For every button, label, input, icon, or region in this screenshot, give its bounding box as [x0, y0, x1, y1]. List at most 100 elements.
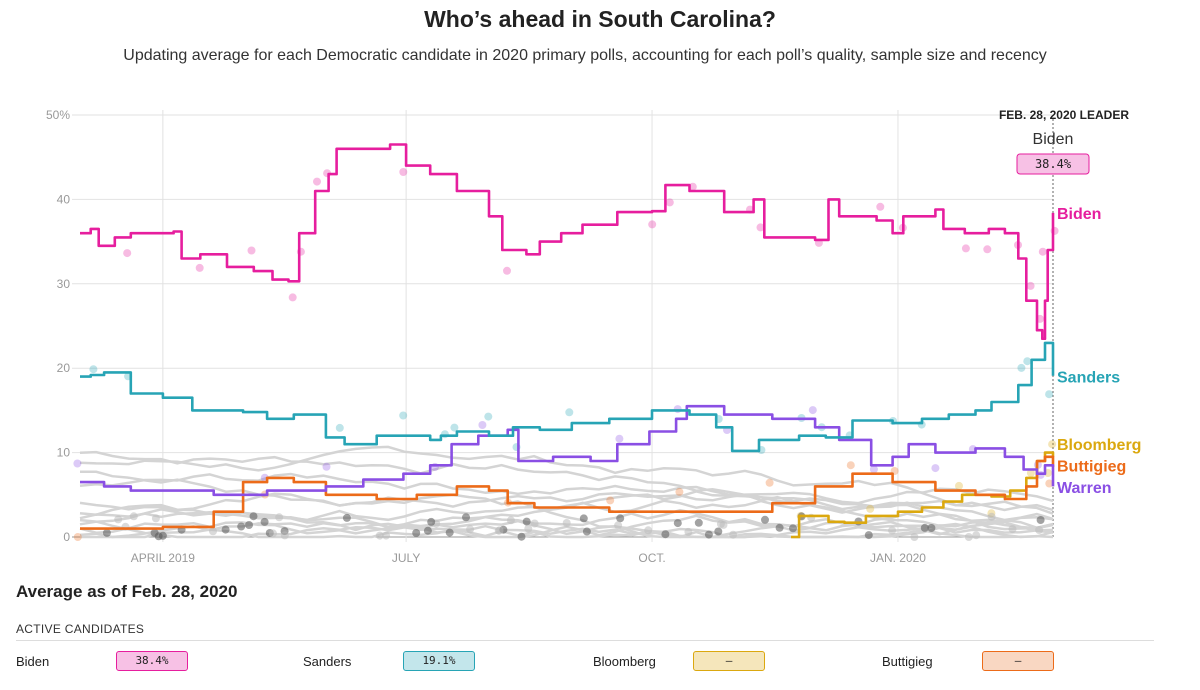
poll-dot — [495, 526, 504, 535]
poll-dot — [869, 465, 878, 474]
poll-dot — [1045, 479, 1054, 488]
poll-dot — [704, 530, 713, 539]
x-tick-label: OCT. — [638, 551, 665, 565]
y-tick-label: 40 — [57, 192, 71, 206]
series-line-warren — [80, 404, 1055, 497]
poll-dot — [423, 526, 432, 535]
poll-dot — [648, 220, 657, 229]
poll-dot — [684, 527, 693, 536]
poll-dot — [1045, 390, 1054, 399]
poll-dot — [1023, 357, 1032, 366]
poll-dot — [129, 512, 138, 521]
other-candidate-line — [79, 472, 1054, 522]
candidate-value: 38.4% — [116, 651, 188, 671]
poll-dot — [275, 513, 284, 522]
poll-dot — [517, 532, 526, 541]
series-line-sanders — [80, 341, 1055, 453]
average-title: Average as of Feb. 28, 2020 — [16, 582, 238, 601]
poll-dot — [89, 365, 98, 374]
poll-dot — [729, 530, 738, 539]
y-tick-label: 50% — [46, 108, 70, 122]
candidate-value: 19.1% — [403, 651, 475, 671]
poll-dot — [1048, 440, 1057, 449]
leader-value-box — [1016, 153, 1090, 175]
leader-box: FEB. 28, 2020 LEADER Biden 38.4% — [999, 108, 1129, 175]
poll-dot — [73, 533, 82, 541]
poll-dot — [694, 518, 703, 527]
poll-dot — [237, 522, 246, 531]
poll-dot — [582, 527, 591, 536]
poll-dot — [614, 521, 623, 530]
candidate-value: – — [982, 651, 1054, 671]
poll-dot — [249, 512, 258, 521]
x-tick-label: JAN. 2020 — [870, 551, 926, 565]
poll-dot — [673, 519, 682, 528]
active-candidates-heading: ACTIVE CANDIDATES — [16, 622, 145, 636]
other-candidate-line — [79, 512, 1054, 539]
x-tick-label: APRIL 2019 — [131, 551, 196, 565]
series-lines — [80, 143, 1055, 539]
poll-dot — [983, 245, 992, 254]
poll-dot — [247, 246, 256, 255]
poll-dot — [1026, 469, 1035, 477]
poll-dot — [888, 526, 897, 535]
poll-dot — [927, 524, 936, 532]
poll-dot — [399, 168, 408, 176]
poll-dot — [876, 202, 885, 211]
poll-dot — [445, 528, 454, 537]
divider — [16, 640, 1154, 641]
poll-dot — [562, 519, 571, 527]
poll-dot — [964, 533, 973, 541]
other-candidate-line — [79, 445, 1054, 515]
y-tick-label: 10 — [57, 446, 71, 460]
other-candidate-line — [79, 450, 1054, 531]
end-label-warren: Warren — [1057, 480, 1112, 497]
poll-dot — [961, 244, 970, 253]
candidate-name: Sanders — [303, 654, 352, 669]
poll-dot — [775, 523, 784, 532]
series-line-biden — [80, 143, 1055, 340]
poll-dot — [761, 515, 769, 524]
poll-dot — [260, 517, 269, 526]
poll-dot — [1008, 525, 1017, 534]
poll-dot — [864, 531, 873, 540]
poll-dot — [714, 527, 723, 536]
end-label-biden: Biden — [1057, 206, 1101, 223]
poll-dot — [462, 513, 470, 522]
poll-dot — [1026, 281, 1035, 290]
poll-dot — [288, 293, 297, 302]
poll-dot — [719, 520, 728, 529]
other-candidate-line — [79, 518, 1054, 539]
poll-dot — [450, 423, 459, 432]
poll-dot — [280, 531, 289, 540]
poll-dot — [675, 487, 684, 496]
poll-dot — [972, 531, 981, 540]
poll-dot — [579, 514, 588, 523]
leader-name: Biden — [1033, 131, 1074, 148]
poll-dot — [644, 526, 653, 535]
y-tick-label: 0 — [63, 530, 70, 544]
end-label-buttigieg: Buttigieg — [1057, 458, 1126, 475]
poll-dot — [322, 462, 331, 471]
poll-dot — [102, 528, 111, 537]
poll-dot — [756, 223, 765, 232]
poll-dot — [931, 464, 940, 473]
poll-dot — [342, 513, 351, 522]
poll-dot — [565, 408, 574, 417]
end-label-sanders: Sanders — [1057, 370, 1120, 387]
candidate-name: Biden — [16, 654, 50, 669]
poll-dot — [269, 529, 277, 538]
poll-dot — [1036, 516, 1045, 524]
poll-dot — [114, 515, 123, 524]
poll-dot — [245, 521, 253, 529]
poll-dot — [123, 249, 132, 258]
poll-dot — [375, 531, 384, 540]
poll-dot — [506, 516, 515, 525]
poll-dot — [910, 533, 919, 541]
poll-dot — [503, 266, 511, 275]
poll-dot — [808, 406, 817, 415]
poll-dot — [955, 481, 963, 490]
y-tick-label: 30 — [57, 277, 71, 291]
poll-dot — [221, 525, 230, 534]
